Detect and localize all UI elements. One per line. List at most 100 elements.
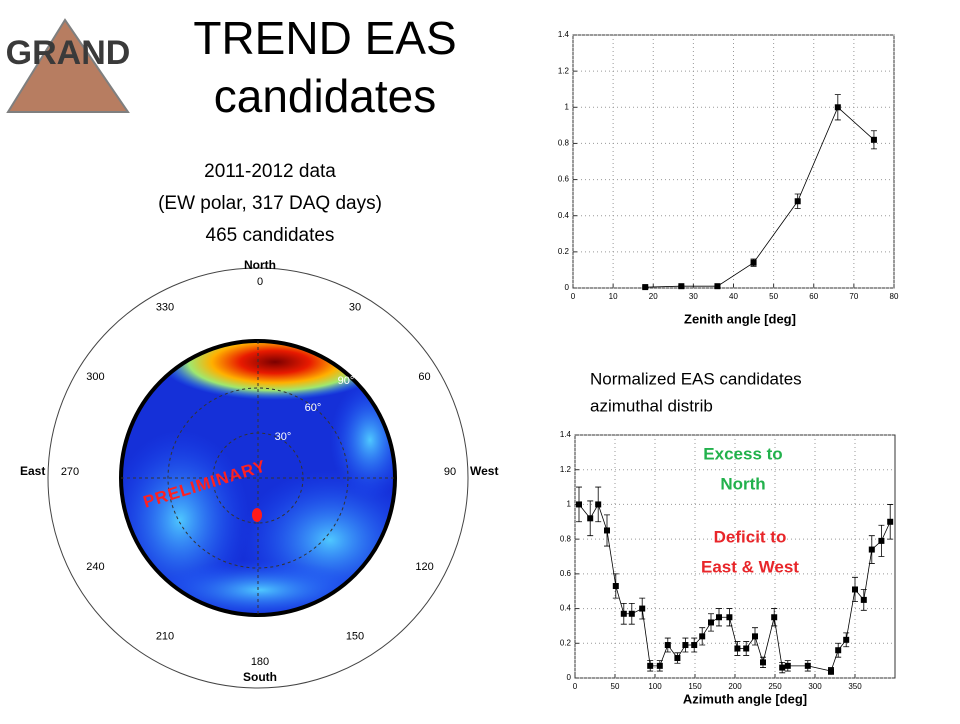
data-point [674, 655, 681, 662]
azimuth-label: 180 [251, 656, 269, 668]
data-point [664, 642, 671, 649]
direction-label: East [20, 464, 45, 478]
slide-title: TREND EAS [193, 12, 456, 64]
direction-label: South [243, 670, 277, 684]
data-point [878, 537, 885, 544]
y-tick-label: 0.6 [560, 569, 572, 578]
data-point [868, 546, 875, 553]
data-point [612, 583, 619, 590]
y-tick-label: 1 [565, 102, 570, 111]
data-point [804, 662, 811, 669]
x-tick-label: 70 [849, 292, 858, 301]
data-point [576, 501, 582, 508]
data-point [771, 614, 778, 621]
y-tick-label: 0 [567, 673, 572, 682]
azimuth-label: 90 [444, 466, 456, 478]
data-point [682, 642, 689, 649]
source-dot [252, 508, 262, 522]
data-point [887, 518, 894, 525]
annotation: Excess to [703, 444, 782, 463]
data-point [750, 259, 757, 266]
x-tick-label: 60 [809, 292, 818, 301]
x-tick-label: 0 [571, 292, 576, 301]
y-tick-label: 0 [565, 283, 570, 292]
data-point [752, 633, 758, 640]
azimuth-label: 300 [86, 371, 104, 383]
subtitle: 2011-2012 data [204, 161, 336, 182]
y-tick-label: 0.2 [558, 247, 570, 256]
azimuth-label: 150 [346, 630, 364, 642]
x-tick-label: 10 [609, 292, 618, 301]
y-tick-label: 1.2 [560, 465, 572, 474]
data-point [835, 647, 842, 654]
y-tick-label: 0.4 [560, 604, 572, 613]
data-point [852, 586, 858, 593]
x-tick-label: 100 [648, 682, 662, 691]
data-point [620, 610, 627, 617]
skymap [47, 267, 469, 689]
y-tick-label: 1.4 [560, 430, 572, 439]
data-point [860, 596, 867, 603]
data-point [691, 642, 698, 649]
data-point [743, 645, 750, 652]
x-axis-label: Azimuth angle [deg] [683, 691, 807, 706]
annotation: East & West [701, 557, 799, 576]
data-point [656, 662, 663, 669]
azimuth-label: 0 [257, 276, 263, 288]
chart-title: azimuthal distrib [590, 396, 713, 415]
y-tick-label: 0.2 [560, 638, 572, 647]
subtitle: 465 candidates [206, 225, 335, 246]
x-tick-label: 20 [649, 292, 658, 301]
annotation: North [720, 474, 765, 493]
y-tick-label: 1.4 [558, 30, 570, 39]
x-tick-label: 300 [808, 682, 822, 691]
chart-title: Normalized EAS candidates [590, 369, 802, 388]
data-point [828, 668, 834, 675]
azimuth-label: 240 [86, 561, 104, 573]
x-tick-label: 250 [768, 682, 782, 691]
data-point [595, 501, 602, 508]
data-point [604, 527, 610, 534]
azimuth-label: 270 [61, 466, 79, 478]
data-point [587, 515, 594, 522]
data-point [834, 104, 841, 111]
slide-title: candidates [214, 70, 437, 122]
x-tick-label: 80 [890, 292, 899, 301]
outer-ring [47, 267, 469, 689]
data-point [678, 283, 685, 290]
data-point [870, 136, 877, 143]
y-tick-label: 1 [567, 500, 572, 509]
ring-label: 90° [338, 375, 355, 387]
azimuth-label: 60 [418, 371, 430, 383]
x-axis-label: Zenith angle [deg] [684, 311, 796, 326]
data-point [639, 605, 646, 612]
data-point [734, 645, 741, 652]
data-point [794, 198, 801, 205]
azimuth-label: 330 [156, 301, 174, 313]
y-tick-label: 0.4 [558, 211, 570, 220]
data-point [843, 636, 850, 643]
azimuth-label: 30 [349, 301, 361, 313]
data-point [699, 633, 706, 640]
x-tick-label: 200 [728, 682, 742, 691]
x-tick-label: 50 [769, 292, 778, 301]
plot-frame [572, 34, 895, 289]
y-tick-label: 0.8 [558, 139, 570, 148]
direction-label: West [470, 464, 498, 478]
x-tick-label: 150 [688, 682, 702, 691]
ring-label: 30° [275, 431, 292, 443]
y-tick-label: 0.8 [560, 534, 572, 543]
data-point [784, 662, 791, 669]
data-point [716, 614, 722, 621]
data-point [779, 664, 786, 671]
data-point [760, 659, 766, 666]
logo-text: GRAND [6, 34, 131, 72]
subtitle: (EW polar, 317 DAQ days) [158, 193, 382, 214]
azimuth-label: 120 [415, 561, 433, 573]
x-tick-label: 40 [729, 292, 738, 301]
data-point [726, 614, 733, 621]
x-tick-label: 30 [689, 292, 698, 301]
azimuth-label: 210 [156, 630, 174, 642]
